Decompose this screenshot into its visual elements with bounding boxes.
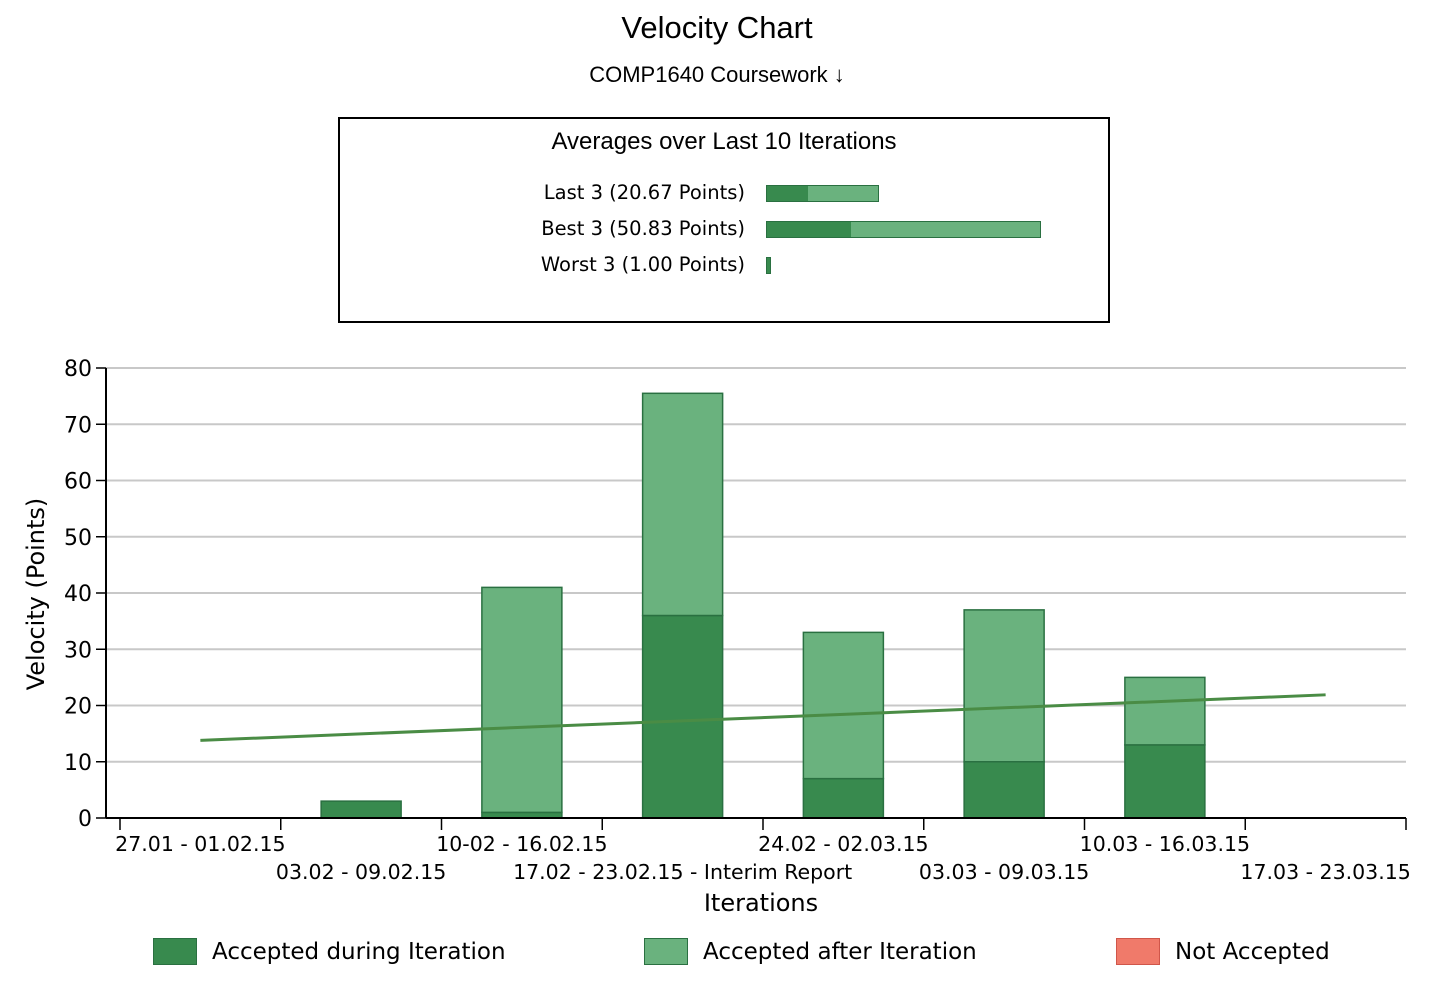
chart-title: Velocity Chart <box>621 10 813 45</box>
y-ticks: 0 10 20 30 40 50 60 70 80 <box>64 357 106 832</box>
bar-accepted-after[interactable] <box>963 609 1045 763</box>
y-tick-label: 0 <box>78 807 92 832</box>
velocity-chart: 0 10 20 30 40 50 60 70 80 27.01 - 01.02.15 03.02 … <box>22 357 1411 917</box>
x-ticks: 27.01 - 01.02.15 03.02 - 09.02.15 10-02 - … <box>115 818 1411 884</box>
x-tick-label: 10.03 - 16.03.15 <box>1080 832 1250 856</box>
average-bar <box>766 221 1041 238</box>
legend-swatch-not-accepted <box>1116 938 1160 965</box>
y-tick-label: 70 <box>64 413 92 438</box>
averages-title: Averages over Last 10 Iterations <box>551 128 897 155</box>
legend-label-accepted-after: Accepted after Iteration <box>703 939 977 965</box>
y-tick-label: 20 <box>64 695 92 720</box>
x-tick-label: 10-02 - 16.02.15 <box>436 832 607 856</box>
legend-swatch-accepted-during <box>153 938 197 965</box>
x-tick-label: 17.03 - 23.03.15 <box>1240 860 1410 884</box>
x-tick-label: 03.02 - 09.02.15 <box>276 860 446 884</box>
grid-lines <box>106 367 1406 763</box>
x-axis-title: Iterations <box>704 889 818 917</box>
bar-accepted-after[interactable] <box>481 586 563 814</box>
legend-swatch-accepted-after <box>644 938 688 965</box>
y-tick-label: 40 <box>64 582 92 607</box>
y-axis-title: Velocity (Points) <box>22 498 50 691</box>
x-tick-label: 17.02 - 23.02.15 - Interim Report <box>513 860 852 884</box>
bar-accepted-during[interactable] <box>802 777 885 819</box>
y-tick-label: 50 <box>64 526 92 551</box>
averages-panel: Averages over Last 10 Iterations Last 3 … <box>338 117 1110 323</box>
average-bar-during <box>767 258 770 273</box>
bar-accepted-during[interactable] <box>641 614 724 819</box>
x-tick-label: 03.03 - 09.03.15 <box>919 860 1089 884</box>
average-bar <box>766 257 771 274</box>
legend-label-not-accepted: Not Accepted <box>1175 939 1330 965</box>
x-tick-label: 24.02 - 02.03.15 <box>758 832 928 856</box>
average-bar-during <box>767 222 852 237</box>
trend-line <box>200 693 1326 742</box>
y-tick-label: 30 <box>64 638 92 663</box>
average-bar <box>766 185 879 202</box>
y-tick-label: 60 <box>64 470 92 495</box>
average-label: Best 3 (50.83 Points) <box>541 217 745 240</box>
bar-accepted-during[interactable] <box>320 800 402 819</box>
average-label: Last 3 (20.67 Points) <box>543 181 745 204</box>
bar-accepted-after[interactable] <box>802 631 885 780</box>
bars <box>320 392 1206 819</box>
bar-accepted-after[interactable] <box>1124 676 1206 746</box>
chart-subtitle-link[interactable]: COMP1640 Coursework ↓ <box>589 62 845 87</box>
bar-accepted-after[interactable] <box>641 392 724 617</box>
average-bar-during <box>767 186 808 201</box>
x-tick-label: 27.01 - 01.02.15 <box>115 832 285 856</box>
bar-accepted-during[interactable] <box>1124 744 1206 819</box>
y-tick-label: 10 <box>64 751 92 776</box>
legend-label-accepted-during: Accepted during Iteration <box>212 939 506 965</box>
bar-accepted-during[interactable] <box>963 761 1045 819</box>
trend <box>200 693 1326 742</box>
average-label: Worst 3 (1.00 Points) <box>540 253 745 276</box>
y-tick-label: 80 <box>64 357 92 382</box>
